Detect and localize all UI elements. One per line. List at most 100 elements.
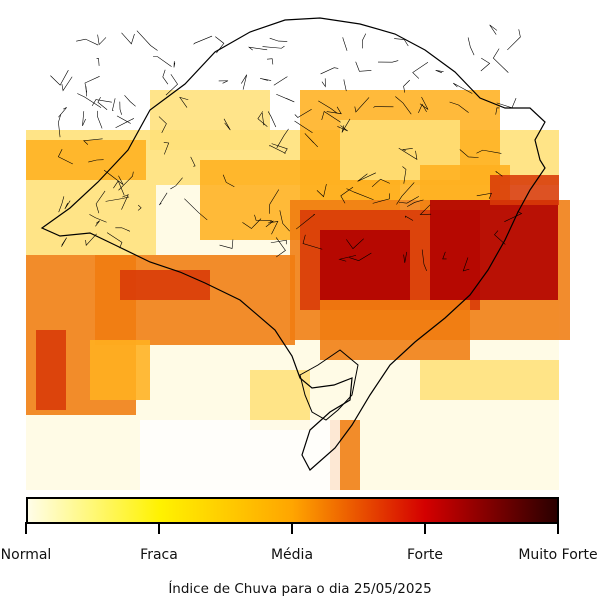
municipality-boundary: [83, 138, 103, 145]
municipality-boundary: [88, 159, 104, 163]
municipality-boundary: [50, 70, 69, 86]
municipality-boundary: [373, 106, 394, 108]
municipality-boundary: [467, 37, 475, 56]
lagoon-outline: [299, 349, 359, 421]
municipality-boundary: [346, 238, 364, 250]
municipality-boundary: [504, 211, 523, 222]
municipality-boundary: [159, 192, 168, 206]
municipality-boundary: [318, 100, 338, 114]
municipality-boundary: [219, 239, 234, 249]
municipality-boundary: [507, 29, 521, 51]
municipality-boundary: [254, 214, 272, 221]
raster-cell-m6: [90, 340, 150, 400]
municipality-boundaries: [50, 24, 523, 272]
municipality-boundary: [97, 97, 108, 110]
municipality-boundary: [58, 107, 67, 118]
municipality-boundary: [321, 78, 326, 88]
municipality-boundary: [304, 133, 319, 148]
municipality-boundary: [371, 178, 390, 188]
municipality-boundary: [271, 143, 288, 154]
municipality-boundary: [357, 172, 376, 182]
municipality-boundary: [349, 252, 372, 262]
municipality-boundary: [103, 169, 124, 185]
municipality-boundary: [82, 111, 86, 127]
municipality-boundary: [64, 200, 71, 210]
municipality-boundary: [95, 190, 106, 214]
municipality-boundary: [296, 214, 316, 230]
municipality-boundary: [89, 214, 107, 223]
municipality-boundary: [338, 255, 357, 262]
municipality-boundary: [162, 69, 169, 85]
colorbar-tick-fraca: [158, 522, 160, 534]
municipality-boundary: [279, 210, 290, 232]
municipality-boundary: [418, 103, 427, 113]
municipality-boundary: [395, 96, 412, 115]
municipality-boundary: [223, 118, 231, 131]
municipality-boundary: [153, 56, 172, 67]
municipality-boundary: [480, 57, 491, 72]
colorbar-label-fraca: Fraca: [140, 547, 178, 563]
municipality-boundary: [118, 171, 134, 191]
municipality-boundary: [462, 257, 470, 272]
colorbar-tick-muito-forte: [557, 522, 559, 534]
raster-cell-white-south: [140, 420, 340, 490]
municipality-boundary: [190, 156, 196, 167]
municipality-boundary: [326, 106, 342, 115]
raster-cell-o2: [320, 300, 470, 360]
municipality-boundary: [453, 82, 473, 94]
municipality-boundary: [421, 249, 427, 271]
municipality-boundary: [302, 234, 323, 250]
municipality-boundary: [115, 227, 131, 232]
colorbar-tick-forte: [424, 522, 426, 534]
municipality-boundary: [261, 112, 265, 126]
municipality-boundary: [136, 30, 158, 51]
rain-raster-layer: [26, 90, 570, 490]
municipality-boundary: [273, 76, 288, 86]
municipality-boundary: [97, 34, 107, 46]
municipality-boundary: [265, 220, 274, 228]
municipality-boundary: [170, 177, 183, 190]
municipality-boundary: [403, 251, 408, 263]
municipality-boundary: [121, 194, 129, 210]
municipality-boundary: [492, 48, 509, 73]
municipality-boundary: [275, 237, 286, 258]
colorbar-tick-normal: [25, 522, 27, 534]
municipality-boundary: [163, 142, 170, 155]
municipality-boundary: [398, 147, 418, 161]
municipality-boundary: [58, 196, 65, 213]
municipality-boundary: [419, 96, 429, 110]
municipality-boundary: [111, 98, 116, 111]
municipality-boundary: [294, 109, 312, 118]
municipality-boundary: [316, 183, 327, 198]
municipality-boundary: [276, 128, 289, 148]
raster-cell-s2: [320, 230, 410, 300]
municipality-boundary: [419, 204, 432, 215]
municipality-boundary: [193, 35, 213, 45]
municipality-boundary: [179, 96, 189, 108]
municipality-boundary: [407, 199, 424, 207]
municipality-boundary: [340, 186, 354, 204]
municipality-boundary: [321, 110, 341, 123]
municipality-boundary: [476, 192, 492, 200]
municipality-boundary: [354, 97, 370, 113]
municipality-boundary: [435, 70, 444, 74]
municipality-boundary: [184, 198, 208, 221]
municipality-boundary: [337, 125, 348, 132]
municipality-boundary: [105, 196, 130, 202]
municipality-boundary: [85, 86, 87, 97]
colorbar-label-muito-forte: Muito Forte: [518, 547, 598, 563]
municipality-boundary: [121, 32, 135, 45]
municipality-boundary: [58, 114, 62, 138]
municipality-boundary: [342, 37, 348, 51]
municipality-boundary: [476, 149, 502, 154]
municipality-boundary: [115, 118, 134, 128]
municipality-boundary: [372, 193, 391, 204]
municipality-boundary: [343, 79, 347, 92]
colorbar-tick-media: [291, 522, 293, 534]
colorbar-label-normal: Normal: [0, 547, 52, 563]
municipality-boundary: [76, 38, 99, 46]
municipality-boundary: [459, 149, 479, 158]
state-outline: [40, 17, 546, 471]
municipality-boundary: [495, 171, 503, 177]
